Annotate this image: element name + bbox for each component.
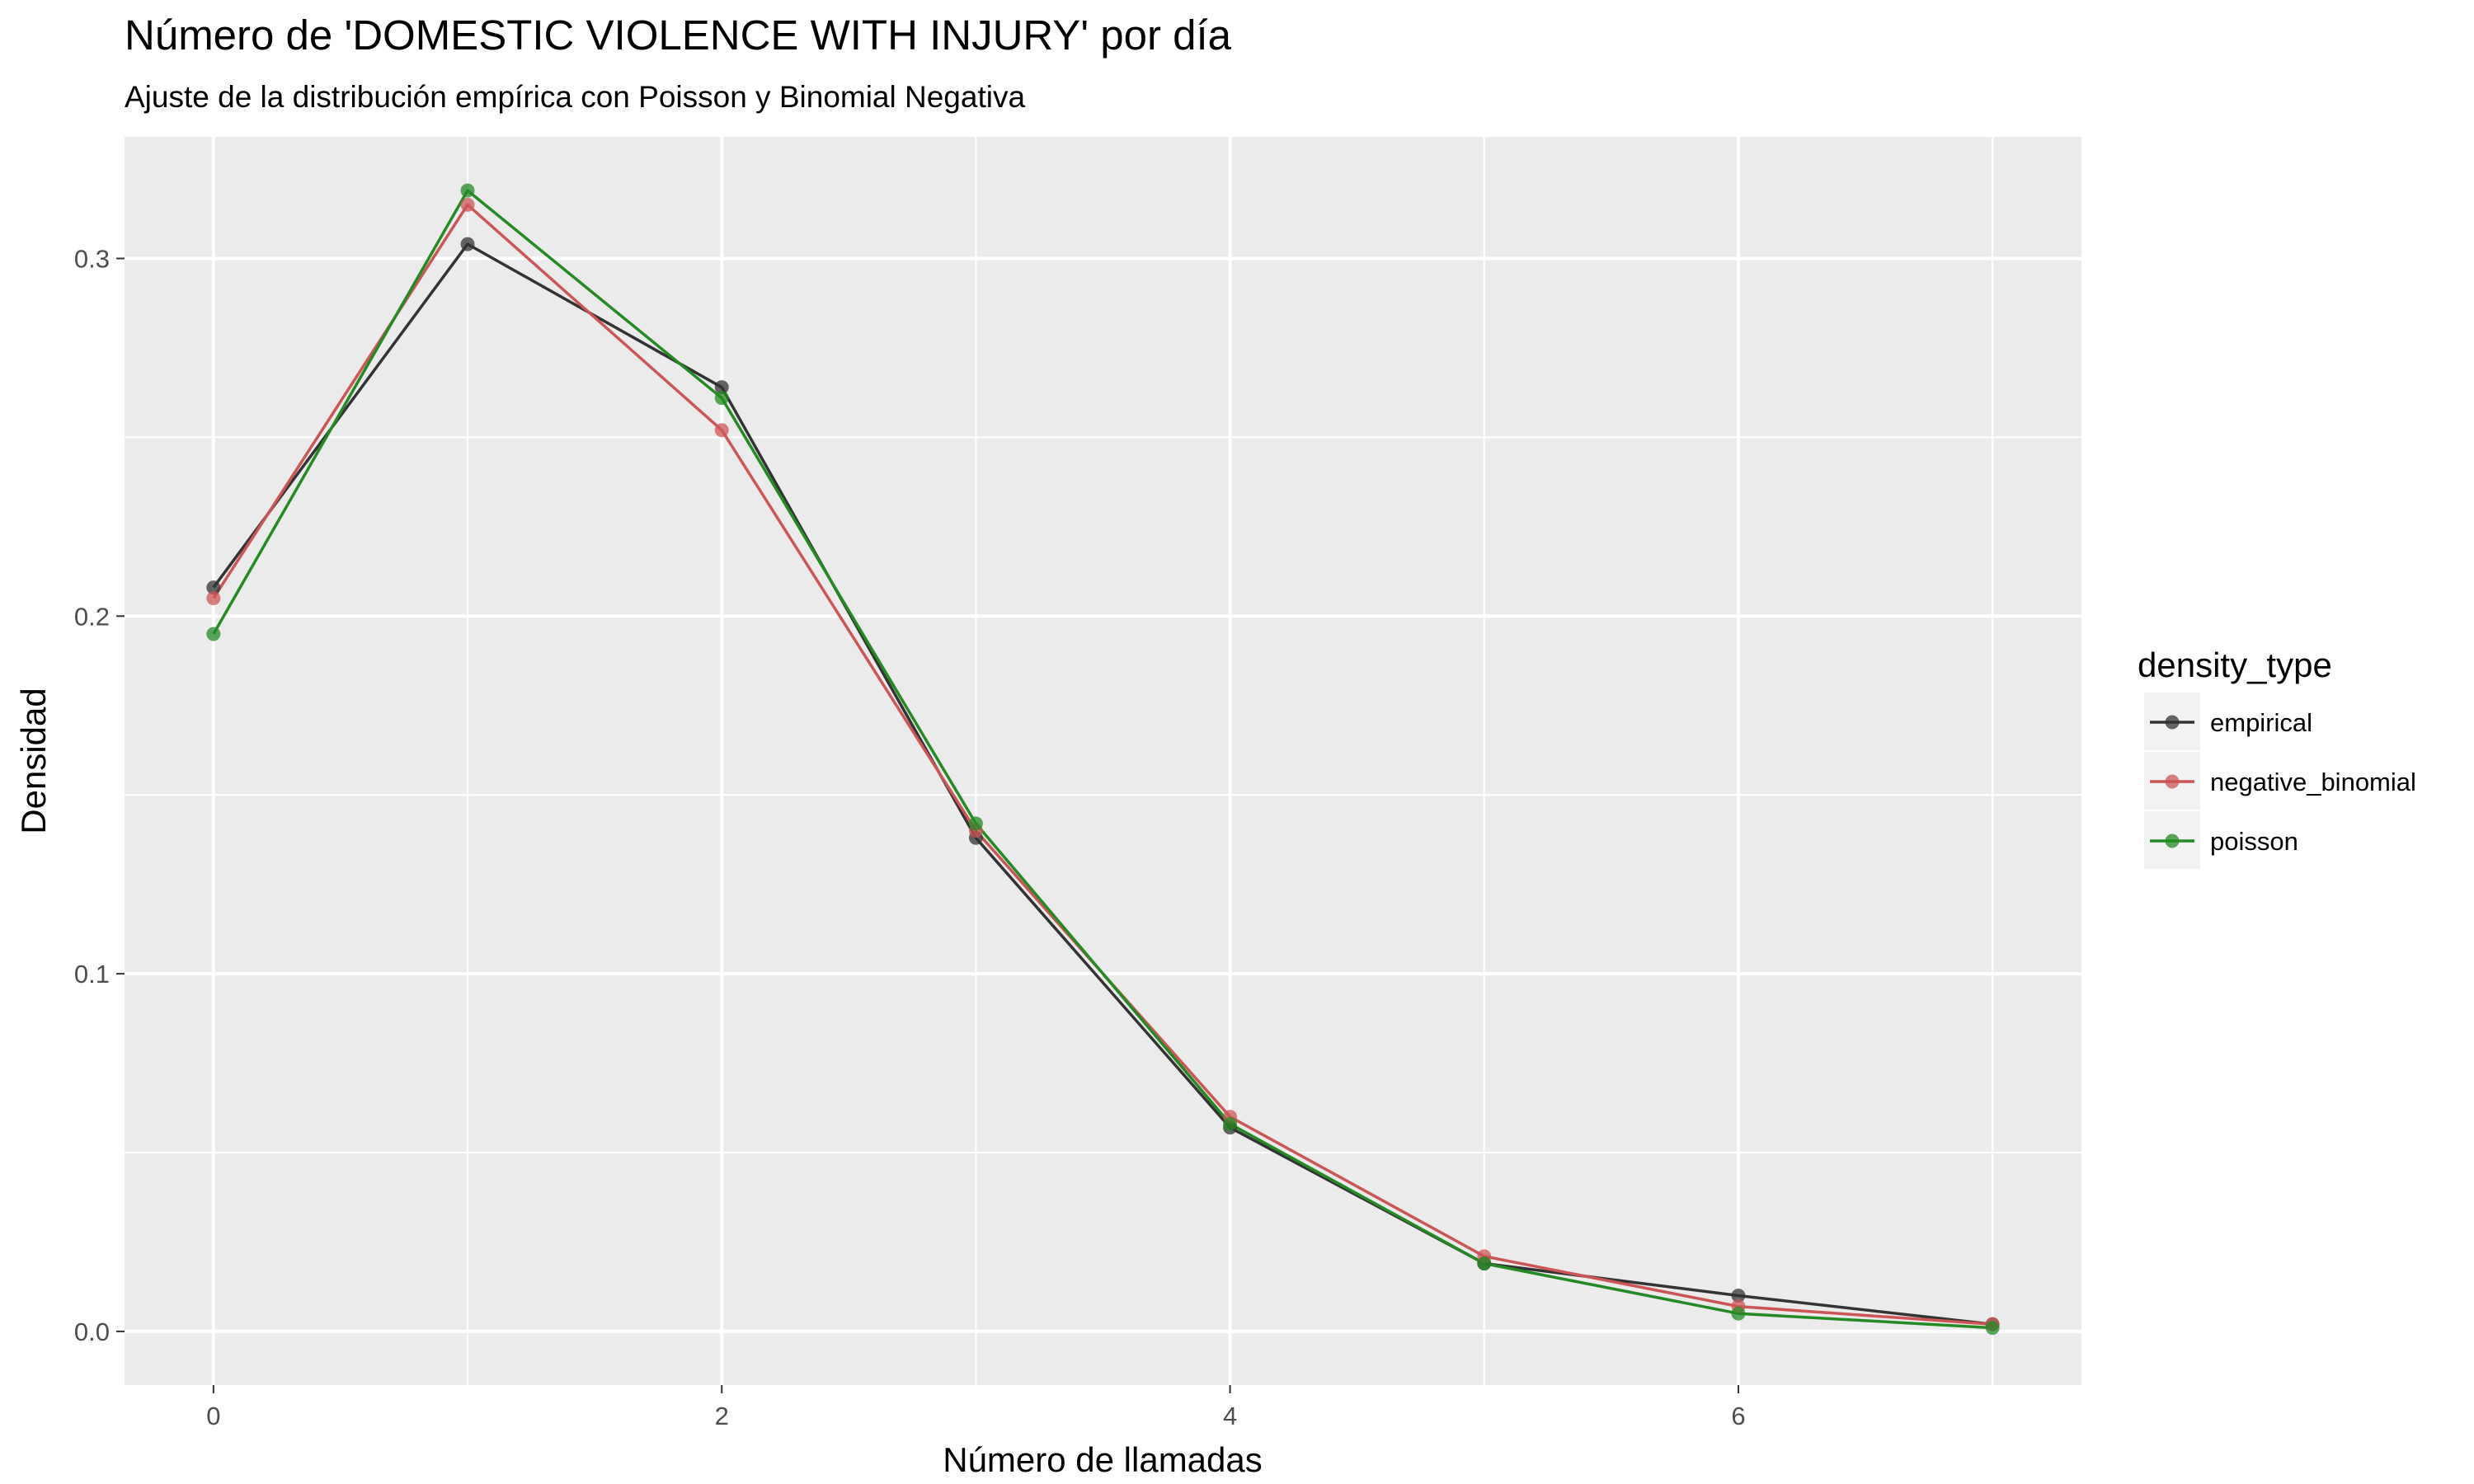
data-point-empirical: [206, 580, 221, 595]
legend-key-point: [2165, 774, 2180, 789]
data-point-poisson: [1985, 1321, 2000, 1336]
data-point-empirical: [714, 380, 729, 395]
x-tick-label: 6: [1731, 1402, 1745, 1430]
data-point-poisson: [1477, 1256, 1492, 1271]
data-point-poisson: [968, 816, 983, 831]
x-tick-label: 2: [715, 1402, 729, 1430]
y-tick-label: 0.2: [74, 602, 110, 631]
series-line-empirical: [212, 242, 1993, 1327]
y-tick-label: 0.0: [74, 1317, 110, 1346]
data-point-poisson: [206, 627, 221, 641]
data-point-poisson: [460, 183, 475, 198]
x-axis-label: Número de llamadas: [943, 1440, 1263, 1479]
x-axis: 0 2 4 6: [206, 1385, 1746, 1430]
legend-title: density_type: [2138, 646, 2332, 684]
data-point-negative_binomial: [714, 423, 729, 438]
data-point-negative_binomial: [460, 197, 475, 212]
legend-label-poisson: poisson: [2210, 827, 2298, 856]
grid-minor: [125, 137, 2081, 1385]
data-point-empirical: [1731, 1289, 1746, 1303]
chart-title: Número de 'DOMESTIC VIOLENCE WITH INJURY…: [125, 12, 1232, 59]
series-line-poisson: [212, 189, 1993, 1330]
data-point-poisson: [1223, 1116, 1238, 1131]
legend-key-point: [2165, 715, 2180, 730]
chart-subtitle: Ajuste de la distribución empírica con P…: [125, 80, 1025, 114]
y-axis: 0.0 0.1 0.2 0.3: [74, 244, 125, 1346]
data-point-poisson: [1731, 1306, 1746, 1321]
plot-panel: [125, 137, 2081, 1385]
y-tick-label: 0.1: [74, 960, 110, 989]
y-tick-label: 0.3: [74, 244, 110, 273]
y-axis-label: Densidad: [14, 688, 53, 834]
legend-key-point: [2165, 834, 2180, 848]
data-point-poisson: [714, 391, 729, 406]
legend-label-empirical: empirical: [2210, 708, 2312, 737]
series-lines: [212, 189, 1993, 1330]
series-points: [206, 183, 2000, 1336]
legend-label-negative_binomial: negative_binomial: [2210, 768, 2416, 796]
data-point-empirical: [460, 237, 475, 251]
x-tick-label: 0: [206, 1402, 220, 1430]
legend: density_type empirical negative_binomialp…: [2138, 646, 2416, 869]
x-tick-label: 4: [1223, 1402, 1237, 1430]
data-point-negative_binomial: [206, 591, 221, 606]
